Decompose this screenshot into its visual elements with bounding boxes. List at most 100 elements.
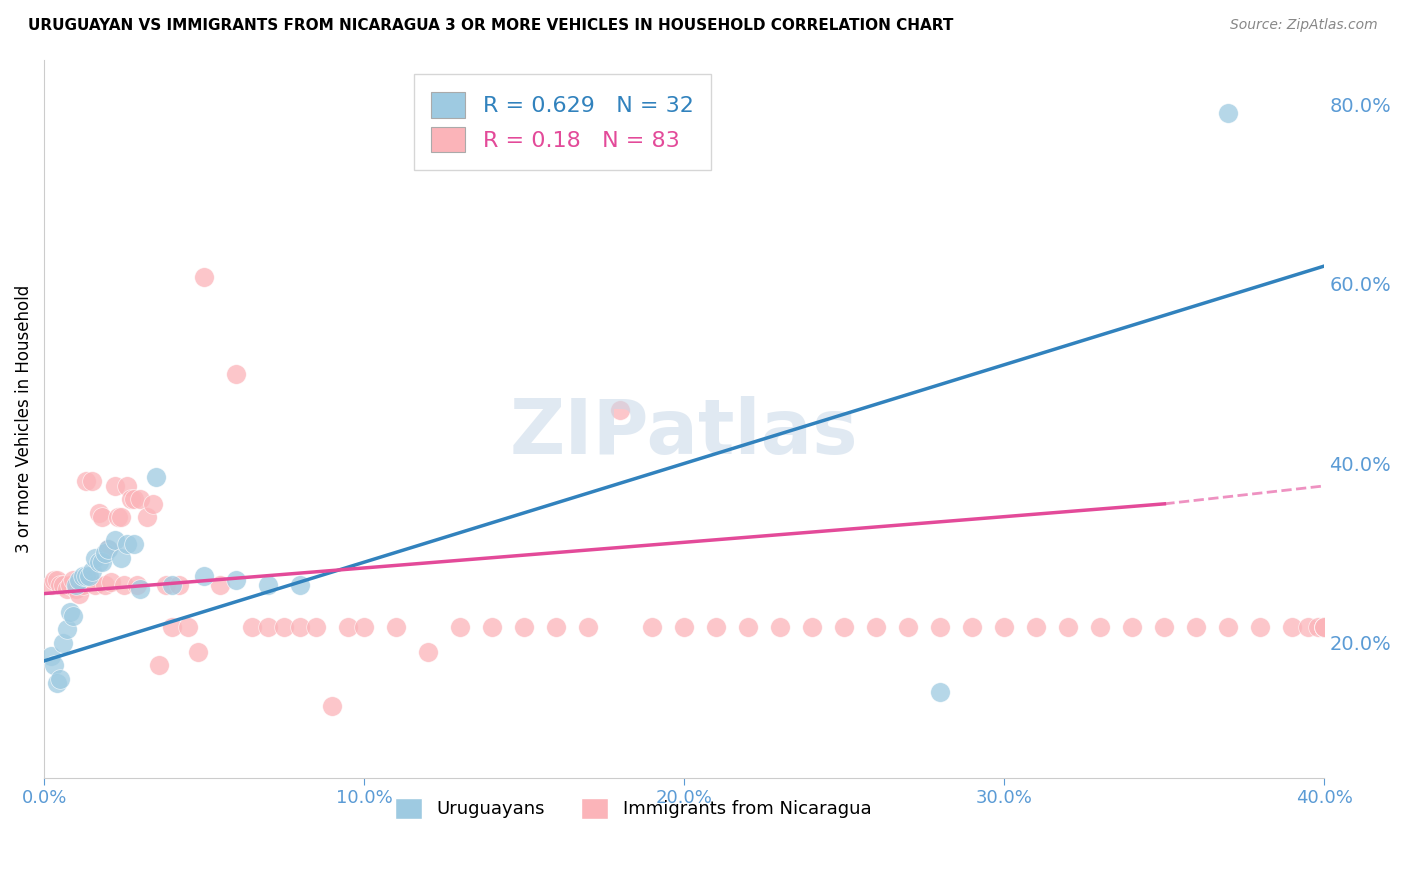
- Point: [75, 475, 97, 489]
- Point: [84, 577, 107, 591]
- Point: [1306, 620, 1329, 634]
- Point: [187, 645, 209, 659]
- Point: [77, 573, 100, 587]
- Point: [67, 586, 90, 600]
- Point: [1185, 620, 1208, 634]
- Point: [257, 620, 280, 634]
- Point: [273, 620, 295, 634]
- Point: [125, 577, 148, 591]
- Point: [801, 620, 824, 634]
- Point: [897, 620, 920, 634]
- Point: [865, 620, 887, 634]
- Point: [39, 577, 62, 591]
- Point: [337, 620, 360, 634]
- Point: [177, 620, 200, 634]
- Point: [288, 577, 311, 591]
- Point: [59, 577, 82, 591]
- Point: [240, 620, 263, 634]
- Point: [929, 685, 952, 699]
- Point: [103, 533, 125, 547]
- Point: [832, 620, 855, 634]
- Point: [122, 492, 145, 507]
- Point: [288, 620, 311, 634]
- Point: [117, 537, 139, 551]
- Point: [155, 577, 177, 591]
- Point: [148, 658, 170, 673]
- Point: [49, 672, 72, 686]
- Point: [160, 577, 183, 591]
- Point: [52, 636, 75, 650]
- Point: [353, 620, 375, 634]
- Point: [1281, 620, 1303, 634]
- Point: [52, 577, 75, 591]
- Point: [129, 492, 152, 507]
- Point: [110, 550, 132, 565]
- Point: [75, 568, 97, 582]
- Point: [449, 620, 471, 634]
- Point: [42, 658, 65, 673]
- Point: [59, 605, 82, 619]
- Point: [49, 577, 72, 591]
- Point: [1025, 620, 1047, 634]
- Point: [193, 568, 215, 582]
- Point: [993, 620, 1015, 634]
- Point: [120, 492, 142, 507]
- Point: [167, 577, 190, 591]
- Point: [55, 623, 77, 637]
- Point: [1057, 620, 1080, 634]
- Point: [90, 510, 112, 524]
- Point: [112, 577, 135, 591]
- Point: [209, 577, 232, 591]
- Point: [1249, 620, 1271, 634]
- Point: [305, 620, 328, 634]
- Point: [142, 497, 165, 511]
- Point: [225, 367, 247, 381]
- Point: [225, 573, 247, 587]
- Point: [1218, 106, 1240, 120]
- Point: [321, 698, 343, 713]
- Point: [122, 537, 145, 551]
- Point: [769, 620, 792, 634]
- Point: [641, 620, 664, 634]
- Point: [45, 573, 67, 587]
- Point: [737, 620, 759, 634]
- Point: [160, 620, 183, 634]
- Point: [1121, 620, 1143, 634]
- Point: [103, 479, 125, 493]
- Legend: Uruguayans, Immigrants from Nicaragua: Uruguayans, Immigrants from Nicaragua: [388, 790, 879, 826]
- Point: [1313, 620, 1336, 634]
- Point: [1153, 620, 1175, 634]
- Point: [90, 555, 112, 569]
- Point: [546, 620, 568, 634]
- Point: [1218, 620, 1240, 634]
- Point: [67, 573, 90, 587]
- Text: Source: ZipAtlas.com: Source: ZipAtlas.com: [1230, 18, 1378, 32]
- Point: [77, 568, 100, 582]
- Point: [94, 546, 117, 560]
- Point: [107, 510, 129, 524]
- Point: [1298, 620, 1320, 634]
- Point: [135, 510, 157, 524]
- Point: [193, 269, 215, 284]
- Point: [481, 620, 503, 634]
- Point: [704, 620, 727, 634]
- Point: [97, 541, 120, 556]
- Point: [100, 574, 122, 589]
- Point: [65, 577, 87, 591]
- Point: [55, 582, 77, 596]
- Text: URUGUAYAN VS IMMIGRANTS FROM NICARAGUA 3 OR MORE VEHICLES IN HOUSEHOLD CORRELATI: URUGUAYAN VS IMMIGRANTS FROM NICARAGUA 3…: [28, 18, 953, 33]
- Point: [62, 609, 84, 624]
- Point: [929, 620, 952, 634]
- Point: [418, 645, 440, 659]
- Point: [385, 620, 408, 634]
- Point: [62, 573, 84, 587]
- Point: [1313, 620, 1336, 634]
- Point: [65, 582, 87, 596]
- Point: [609, 402, 631, 417]
- Point: [257, 577, 280, 591]
- Point: [72, 577, 94, 591]
- Point: [110, 510, 132, 524]
- Point: [39, 649, 62, 664]
- Point: [1313, 620, 1336, 634]
- Point: [45, 676, 67, 690]
